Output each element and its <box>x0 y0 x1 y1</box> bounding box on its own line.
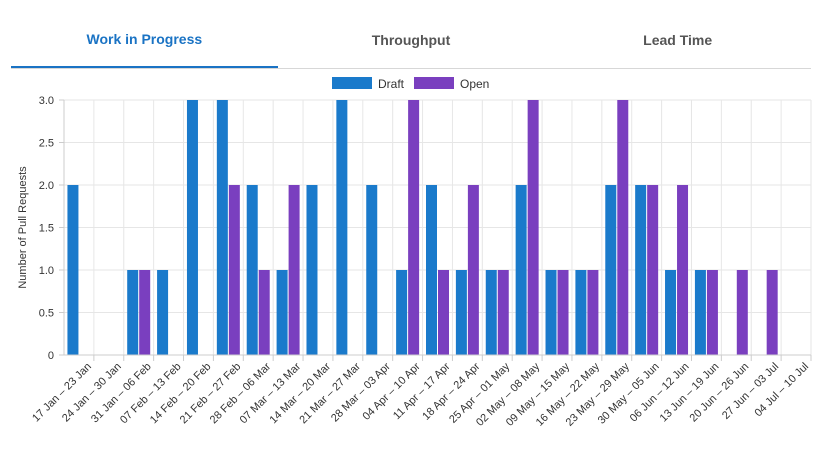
bar-draft[interactable] <box>455 270 467 355</box>
bar-draft[interactable] <box>246 185 258 355</box>
y-tick-label: 2.0 <box>39 180 54 192</box>
tab-bar: Work in Progress Throughput Lead Time <box>11 0 811 69</box>
bar-open[interactable] <box>258 270 270 355</box>
bar-draft[interactable] <box>276 270 288 355</box>
chart-legend[interactable]: Draft Open <box>332 77 489 91</box>
tab-lead-time[interactable]: Lead Time <box>643 32 713 48</box>
chart-bars <box>67 100 778 355</box>
bar-open[interactable] <box>617 100 629 355</box>
bar-draft[interactable] <box>396 270 408 355</box>
bar-draft[interactable] <box>485 270 497 355</box>
legend-label-draft[interactable]: Draft <box>378 77 405 91</box>
bar-draft[interactable] <box>515 185 527 355</box>
bar-draft[interactable] <box>366 185 378 355</box>
bar-open[interactable] <box>736 270 748 355</box>
legend-swatch-open[interactable] <box>414 77 454 89</box>
bar-draft[interactable] <box>665 270 677 355</box>
bar-draft[interactable] <box>336 100 348 355</box>
bar-draft[interactable] <box>545 270 557 355</box>
bar-open[interactable] <box>706 270 718 355</box>
tab-work-in-progress[interactable]: Work in Progress <box>11 0 278 68</box>
y-tick-label: 1.0 <box>39 265 54 277</box>
bar-draft[interactable] <box>67 185 79 355</box>
x-tick-label: 04 Jul – 10 Jul <box>752 361 811 420</box>
legend-label-open[interactable]: Open <box>460 77 489 91</box>
bar-draft[interactable] <box>216 100 228 355</box>
bar-open[interactable] <box>527 100 539 355</box>
bar-open[interactable] <box>647 185 659 355</box>
bar-draft[interactable] <box>157 270 169 355</box>
y-axis: 0 0.5 1.0 1.5 2.0 2.5 3.0 <box>39 95 65 362</box>
bar-open[interactable] <box>467 185 479 355</box>
y-tick-label: 0.5 <box>39 308 54 320</box>
legend-swatch-draft[interactable] <box>332 77 372 89</box>
bar-open[interactable] <box>766 270 778 355</box>
bar-open[interactable] <box>497 270 509 355</box>
y-axis-label: Number of Pull Requests <box>17 166 29 289</box>
bar-open[interactable] <box>139 270 151 355</box>
bar-draft[interactable] <box>635 185 647 355</box>
bar-draft[interactable] <box>186 100 198 355</box>
bar-open[interactable] <box>557 270 569 355</box>
bar-open[interactable] <box>408 100 420 355</box>
wip-bar-chart: Draft Open 0 0.5 1.0 1.5 2.0 2.5 3.0 17 Jan – 2… <box>17 77 812 429</box>
y-tick-label: 1.5 <box>39 223 54 235</box>
bar-open[interactable] <box>228 185 240 355</box>
y-tick-label: 0 <box>48 350 54 362</box>
bar-open[interactable] <box>438 270 449 355</box>
y-tick-label: 2.5 <box>39 138 54 150</box>
tab-throughput[interactable]: Throughput <box>371 32 451 48</box>
bar-open[interactable] <box>587 270 599 355</box>
bar-draft[interactable] <box>575 270 587 355</box>
bar-draft[interactable] <box>127 270 139 355</box>
bar-draft[interactable] <box>306 185 318 355</box>
bar-draft[interactable] <box>426 185 437 355</box>
y-tick-label: 3.0 <box>39 95 54 107</box>
bar-open[interactable] <box>677 185 689 355</box>
bar-draft[interactable] <box>694 270 706 355</box>
bar-draft[interactable] <box>605 185 617 355</box>
bar-open[interactable] <box>288 185 300 355</box>
